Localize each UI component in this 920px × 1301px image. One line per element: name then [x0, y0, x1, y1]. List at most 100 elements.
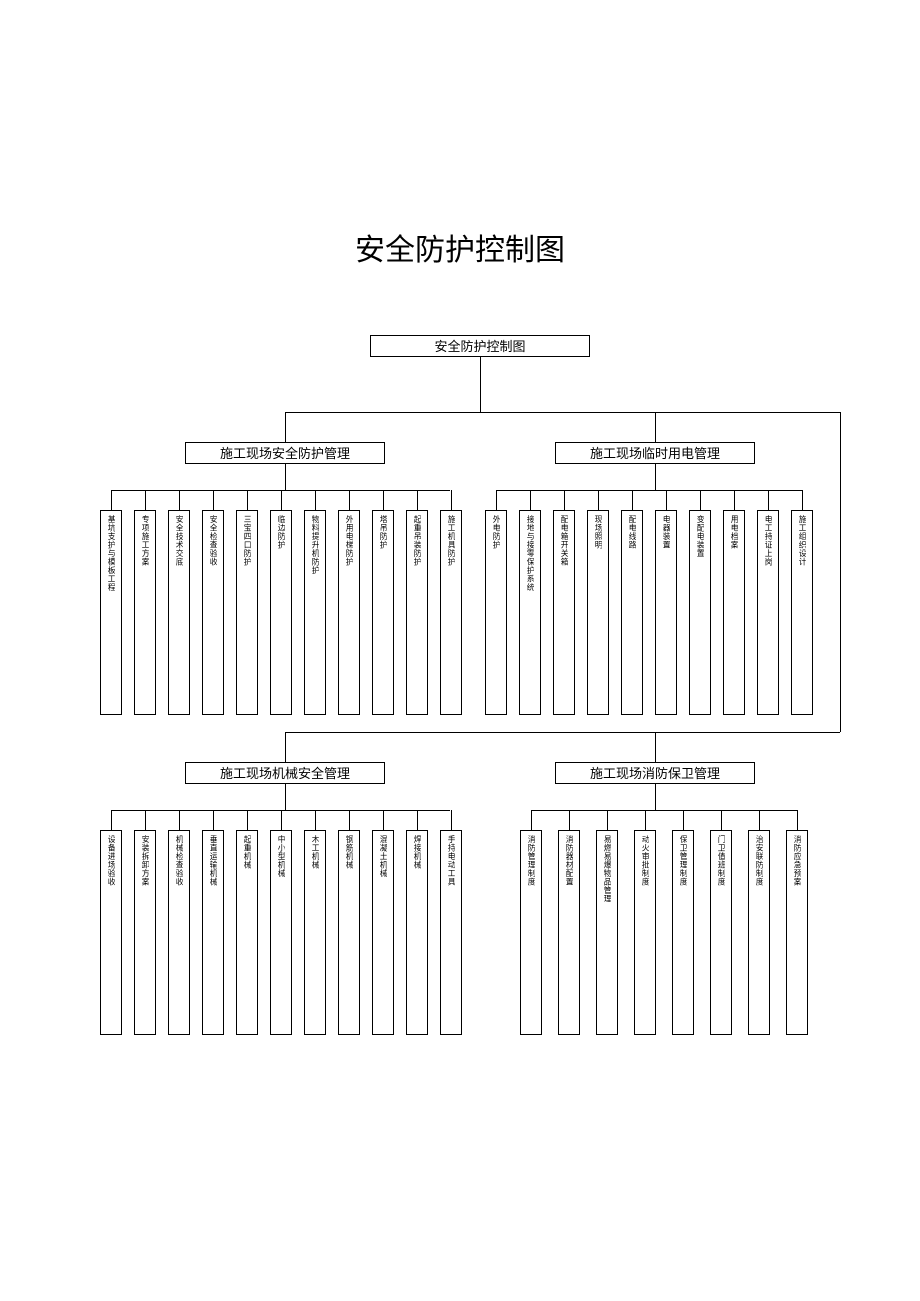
branch-b-leaf-2: 配电箱开关箱	[553, 510, 575, 715]
branch-c: 施工现场机械安全管理	[185, 762, 385, 784]
branch-c-leaf-0-label: 设备进场验收	[107, 835, 115, 886]
branch-d-leaf-6: 治安联防制度	[748, 830, 770, 1035]
branch-b-leaf-drop-1	[530, 490, 531, 510]
branch-a-leaf-9: 起重吊装防护	[406, 510, 428, 715]
branch-c-leaf-7-label: 钢筋机械	[345, 835, 353, 869]
branch-b-leaf-drop-6	[700, 490, 701, 510]
branch-d-leaf-4: 保卫管理制度	[672, 830, 694, 1035]
branch-b-leaf-3: 现场照明	[587, 510, 609, 715]
branch-a-leaf-drop-6	[315, 490, 316, 510]
branch-b-leaf-6: 变配电装置	[689, 510, 711, 715]
branch-b-leaf-5-label: 电器装置	[662, 515, 670, 549]
branch-b-stem	[655, 464, 656, 490]
branch-d-leaf-2-label: 易燃易爆物品管理	[603, 835, 611, 903]
branch-c-leaf-8-label: 混凝土机械	[379, 835, 387, 878]
branch-b: 施工现场临时用电管理	[555, 442, 755, 464]
branch-b-leaf-0: 外电防护	[485, 510, 507, 715]
branch-a-leaf-0: 基坑支护与模板工程	[100, 510, 122, 715]
branch-a-leaf-8-label: 塔吊防护	[379, 515, 387, 549]
branch-b-leaf-7-label: 用电档案	[730, 515, 738, 549]
branch-d-leaf-drop-3	[645, 810, 646, 830]
branch-a-leaf-1-label: 专项施工方案	[141, 515, 149, 566]
branch-b-leaf-8-label: 电工持证上岗	[764, 515, 772, 566]
branch-a-leaf-drop-7	[349, 490, 350, 510]
branch-b-hbar	[496, 490, 802, 491]
branch-b-leaf-drop-5	[666, 490, 667, 510]
row1-hbar	[285, 412, 840, 413]
branch-c-leaf-4-label: 起重机械	[243, 835, 251, 869]
row1-drop-a	[285, 412, 286, 442]
branch-b-leaf-0-label: 外电防护	[492, 515, 500, 549]
branch-d-leaf-drop-7	[797, 810, 798, 830]
branch-c-leaf-3-label: 垂直运输机械	[209, 835, 217, 886]
branch-d-stem	[655, 784, 656, 810]
branch-c-leaf-drop-3	[213, 810, 214, 830]
branch-c-leaf-0: 设备进场验收	[100, 830, 122, 1035]
branch-c-leaf-drop-0	[111, 810, 112, 830]
branch-d-leaf-drop-0	[531, 810, 532, 830]
branch-b-leaf-1: 接地与接零保护系统	[519, 510, 541, 715]
branch-a-leaf-drop-8	[383, 490, 384, 510]
branch-c-leaf-9-label: 焊接机械	[413, 835, 421, 869]
branch-b-leaf-drop-8	[768, 490, 769, 510]
branch-c-leaf-drop-6	[315, 810, 316, 830]
branch-b-leaf-6-label: 变配电装置	[696, 515, 704, 558]
branch-d-leaf-0-label: 消防管理制度	[527, 835, 535, 886]
branch-c-stem	[285, 784, 286, 810]
branch-a-leaf-4-label: 三宝四口防护	[243, 515, 251, 566]
page-title: 安全防护控制图	[0, 225, 920, 269]
row1-drop-c	[840, 412, 841, 732]
branch-a-leaf-10: 施工机具防护	[440, 510, 462, 715]
branch-d-leaf-1: 消防器材配置	[558, 830, 580, 1035]
branch-a: 施工现场安全防护管理	[185, 442, 385, 464]
branch-c-leaf-8: 混凝土机械	[372, 830, 394, 1035]
page: 安全防护控制图 安全防护控制图施工现场安全防护管理基坑支护与模板工程专项施工方案…	[0, 0, 920, 1301]
branch-c-leaf-5: 中小型机械	[270, 830, 292, 1035]
branch-c-leaf-drop-9	[417, 810, 418, 830]
branch-a-leaf-5-label: 临边防护	[277, 515, 285, 549]
branch-b-leaf-drop-2	[564, 490, 565, 510]
branch-a-leaf-3-label: 安全检查验收	[209, 515, 217, 566]
branch-c-leaf-3: 垂直运输机械	[202, 830, 224, 1035]
org-chart-diagram: 安全防护控制图施工现场安全防护管理基坑支护与模板工程专项施工方案安全技术交底安全…	[90, 335, 850, 1155]
branch-d-leaf-drop-6	[759, 810, 760, 830]
branch-c-leaf-drop-5	[281, 810, 282, 830]
branch-d-leaf-drop-5	[721, 810, 722, 830]
branch-a-leaf-1: 专项施工方案	[134, 510, 156, 715]
branch-a-leaf-7: 外用电梯防护	[338, 510, 360, 715]
branch-a-leaf-3: 安全检查验收	[202, 510, 224, 715]
branch-a-leaf-6: 物料提升机防护	[304, 510, 326, 715]
branch-a-leaf-drop-2	[179, 490, 180, 510]
branch-c-leaf-2: 机械检查验收	[168, 830, 190, 1035]
branch-c-leaf-5-label: 中小型机械	[277, 835, 285, 878]
branch-a-leaf-0-label: 基坑支护与模板工程	[107, 515, 115, 592]
branch-c-leaf-6: 木工机械	[304, 830, 326, 1035]
branch-b-leaf-2-label: 配电箱开关箱	[560, 515, 568, 566]
branch-b-leaf-5: 电器装置	[655, 510, 677, 715]
branch-c-leaf-6-label: 木工机械	[311, 835, 319, 869]
branch-b-leaf-drop-0	[496, 490, 497, 510]
branch-c-leaf-10-label: 手持电动工具	[447, 835, 455, 886]
branch-b-leaf-drop-9	[802, 490, 803, 510]
branch-c-leaf-10: 手持电动工具	[440, 830, 462, 1035]
branch-c-leaf-1: 安装拆卸方案	[134, 830, 156, 1035]
branch-d-leaf-drop-1	[569, 810, 570, 830]
branch-d-leaf-0: 消防管理制度	[520, 830, 542, 1035]
branch-c-leaf-1-label: 安装拆卸方案	[141, 835, 149, 886]
branch-a-leaf-drop-9	[417, 490, 418, 510]
branch-b-leaf-drop-7	[734, 490, 735, 510]
branch-d-leaf-drop-4	[683, 810, 684, 830]
branch-d-leaf-4-label: 保卫管理制度	[679, 835, 687, 886]
branch-b-leaf-7: 用电档案	[723, 510, 745, 715]
branch-b-leaf-3-label: 现场照明	[594, 515, 602, 549]
branch-d-leaf-7-label: 消防应急预案	[793, 835, 801, 886]
branch-c-leaf-drop-4	[247, 810, 248, 830]
row1-drop-b	[655, 412, 656, 442]
branch-b-leaf-drop-4	[632, 490, 633, 510]
branch-a-leaf-drop-1	[145, 490, 146, 510]
branch-a-leaf-drop-5	[281, 490, 282, 510]
branch-b-leaf-9-label: 施工组织设计	[798, 515, 806, 566]
branch-d-leaf-5-label: 门卫值班制度	[717, 835, 725, 886]
branch-a-stem	[285, 464, 286, 490]
branch-a-leaf-drop-3	[213, 490, 214, 510]
